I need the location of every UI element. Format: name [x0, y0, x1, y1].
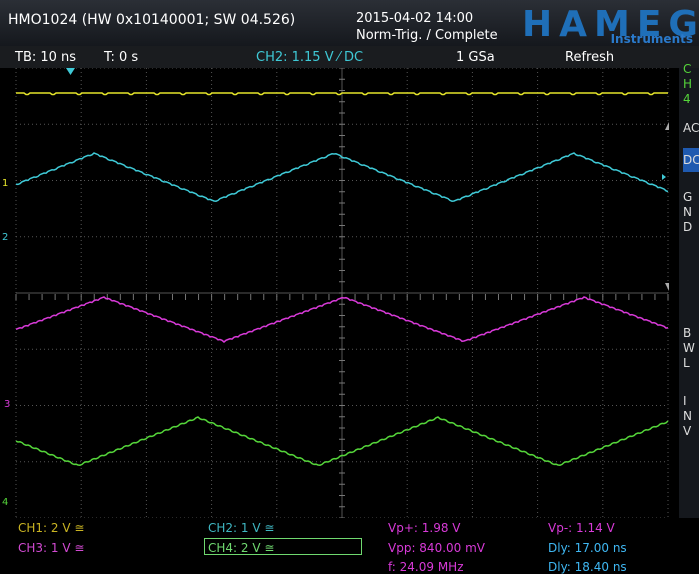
device-info: HMO1024 (HW 0x10140001; SW 04.526) [8, 12, 296, 28]
dc-coupling-button[interactable]: DC [683, 148, 699, 172]
graticule-grid [15, 68, 669, 518]
datetime: 2015-04-02 14:00 [356, 11, 474, 26]
side-menu [679, 68, 699, 518]
scroll-up-icon[interactable] [665, 122, 669, 130]
ch4-selected-frame [204, 538, 362, 555]
status-bar: TB: 10 ns T: 0 s CH2: 1.15 V ⁄ DC 1 GSa … [0, 46, 699, 68]
ch4-trace [15, 416, 669, 466]
brand-logo: HAMEG Instruments [522, 4, 699, 46]
sample-rate: 1 GSa [456, 50, 495, 65]
scroll-down-icon[interactable] [665, 283, 669, 291]
timebase[interactable]: TB: 10 ns [15, 50, 77, 65]
waveform-display[interactable]: 1 2 3 4 [0, 68, 669, 518]
vpp-measurement: Vpp: 840.00 mV [388, 541, 486, 555]
trigger-setting[interactable]: CH2: 1.15 V ⁄ DC [256, 50, 364, 65]
ch1-trace [16, 92, 668, 96]
waveform-traces [15, 92, 669, 466]
delay-measurement-1: Dly: 17.00 ns [548, 541, 627, 555]
trigger-time[interactable]: T: 0 s [104, 50, 139, 65]
frequency-measurement: f: 24.09 MHz [388, 560, 464, 574]
ch4-marker[interactable]: 4 [2, 497, 8, 508]
title-bar: HMO1024 (HW 0x10140001; SW 04.526) 2015-… [0, 0, 699, 46]
ch2-marker[interactable]: 2 [2, 232, 8, 243]
ac-coupling-button[interactable]: AC [683, 121, 699, 135]
brand-subtitle: Instruments [610, 32, 693, 46]
ch2-trace [15, 152, 669, 202]
ch3-marker[interactable]: 3 [4, 399, 10, 410]
trigger-position-marker[interactable] [66, 68, 75, 75]
datetime-trigger-state: 2015-04-02 14:00 Norm-Trig. / Complete [356, 10, 498, 44]
vp-minus-measurement: Vp-: 1.14 V [548, 521, 615, 535]
ch2-setting[interactable]: CH2: 1 V ≅ [208, 521, 275, 535]
trigger-level-marker[interactable] [662, 174, 666, 180]
ch3-setting[interactable]: CH3: 1 V ≅ [18, 541, 85, 555]
acquisition-mode[interactable]: Refresh [565, 50, 615, 65]
brand-name: HAMEG [522, 4, 699, 45]
ch1-marker[interactable]: 1 [2, 178, 8, 189]
ch3-trace [15, 296, 669, 343]
delay-measurement-2: Dly: 18.40 ns [548, 560, 627, 574]
ch4-setting[interactable]: CH4: 2 V ≅ [208, 541, 275, 555]
trigger-state: Norm-Trig. / Complete [356, 28, 498, 43]
vp-plus-measurement: Vp+: 1.98 V [388, 521, 461, 535]
channel-info-bar: CH1: 2 V ≅ CH3: 1 V ≅ CH2: 1 V ≅ CH4: 2 … [0, 518, 699, 574]
ch1-setting[interactable]: CH1: 2 V ≅ [18, 521, 85, 535]
